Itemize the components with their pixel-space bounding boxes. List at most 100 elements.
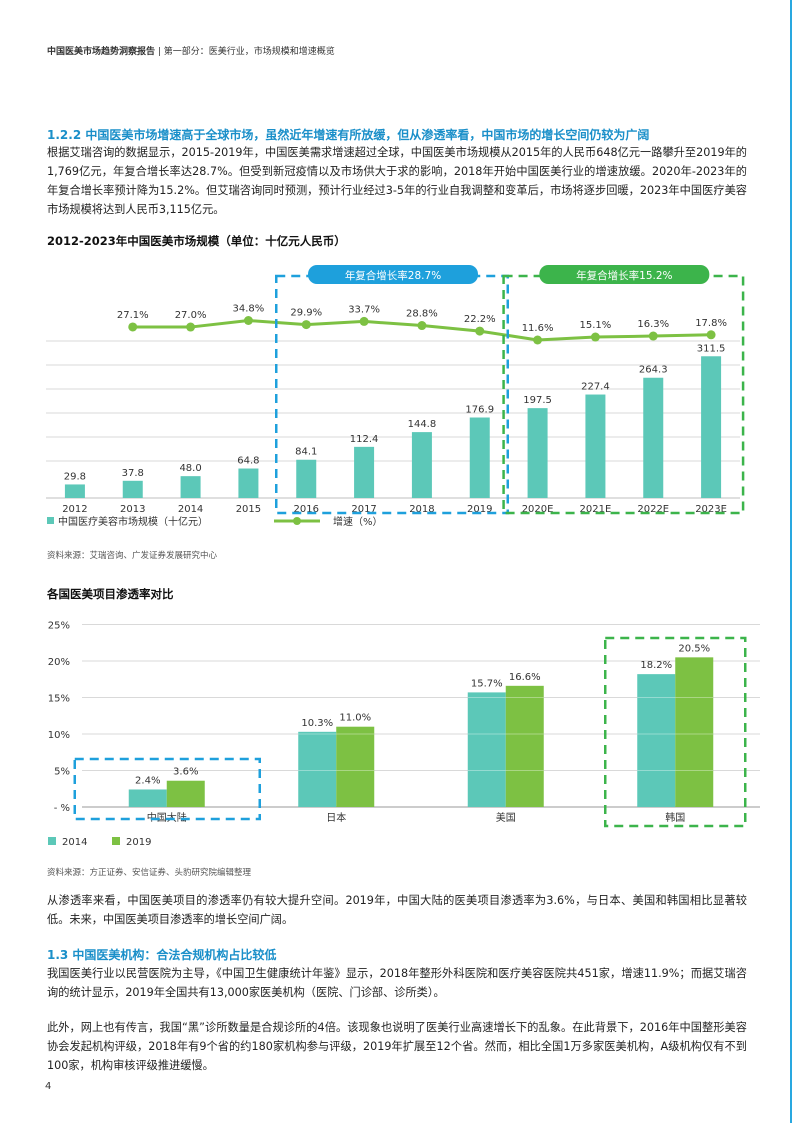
legend-2014-label: 2014 bbox=[62, 837, 87, 848]
highlight-box-china bbox=[73, 757, 261, 821]
growth-point bbox=[417, 321, 427, 331]
growth-point bbox=[301, 320, 311, 330]
bar-label: 227.4 bbox=[581, 382, 610, 393]
growth-point bbox=[706, 330, 716, 340]
x-tick-label: 2016 bbox=[294, 504, 319, 515]
category-label: 美国 bbox=[496, 811, 516, 824]
bar-label: 264.3 bbox=[639, 365, 668, 376]
growth-point bbox=[243, 316, 253, 325]
bar-2012 bbox=[64, 484, 85, 498]
bar-2022E bbox=[643, 377, 664, 498]
bar-label: 176.9 bbox=[465, 405, 494, 416]
x-tick-label: 2012 bbox=[62, 504, 87, 515]
bar-2015 bbox=[238, 468, 259, 498]
bar-2014-日本 bbox=[298, 731, 337, 807]
bar-label: 11.0% bbox=[339, 713, 371, 724]
x-tick-label: 2017 bbox=[351, 504, 376, 515]
bar-2019-美国 bbox=[505, 685, 544, 807]
growth-label: 15.1% bbox=[580, 320, 612, 331]
growth-point bbox=[590, 332, 600, 342]
growth-point bbox=[359, 316, 369, 326]
growth-label: 29.9% bbox=[290, 308, 322, 319]
highlight-box-korea bbox=[604, 636, 747, 828]
bar-label: 2.4% bbox=[135, 775, 160, 786]
growth-point bbox=[128, 322, 138, 332]
section-1-3-title: 1.3 中国医美机构：合法合规机构占比较低 bbox=[47, 948, 277, 962]
chart2-source: 资料来源：方正证券、安信证券、头豹研究院编辑整理 bbox=[47, 868, 252, 878]
report-title: 中国医美市场趋势洞察报告 bbox=[47, 47, 156, 57]
legend-bar-swatch bbox=[47, 517, 54, 524]
bar-label: 3.6% bbox=[173, 767, 198, 778]
growth-point bbox=[186, 322, 196, 332]
bar-label: 29.8 bbox=[64, 471, 86, 482]
running-header: 中国医美市场趋势洞察报告 | 第一部分：医美行业，市场规模和增速概览 bbox=[47, 44, 335, 57]
chart1-title: 2012-2023年中国医美市场规模（单位：十亿元人民币） bbox=[47, 234, 346, 248]
section-1-3-paragraph-2: 此外，网上也有传言，我国“黑”诊所数量是合规诊所的4倍。该现象也说明了医美行业高… bbox=[47, 1021, 747, 1072]
bar-2017 bbox=[354, 446, 375, 498]
legend-line-marker bbox=[293, 517, 301, 525]
chart2-title: 各国医美项目渗透率对比 bbox=[47, 587, 174, 601]
bar-label: 48.0 bbox=[179, 463, 201, 474]
bar-label: 64.8 bbox=[237, 456, 259, 467]
penetration-rate-chart: 25% 20% 15% 10% 5% - % 2.4% 3.6% 中国大陆 10.3% 11.0% 日… bbox=[48, 621, 760, 848]
bar-label: 112.4 bbox=[350, 434, 379, 445]
market-size-chart: 29.8 2012 37.8 2013 48.0 2014 64.8 2015 84.1 2016… bbox=[46, 265, 745, 528]
cagr-pill-green bbox=[539, 265, 710, 284]
cagr-label-green: 年复合增长率15.2% bbox=[576, 269, 672, 282]
bar-2014 bbox=[180, 476, 201, 498]
y-tick-label: 10% bbox=[48, 730, 70, 741]
bar-2019-中国大陆 bbox=[166, 780, 205, 807]
bar-label: 311.5 bbox=[697, 343, 726, 354]
legend-line-label: 增速（%） bbox=[333, 515, 383, 528]
bar-2016 bbox=[296, 459, 317, 498]
bar-2020E bbox=[527, 408, 548, 498]
section-1-2-2-title: 1.2.2 中国医美市场增速高于全球市场，虽然近年增速有所放缓，但从渗透率看，中… bbox=[47, 128, 650, 142]
y-tick-label: 15% bbox=[48, 694, 70, 705]
legend-bar-label: 中国医疗美容市场规模（十亿元） bbox=[58, 515, 208, 528]
section-1-2-2-paragraph: 根据艾瑞咨询的数据显示，2015-2019年，中国医美需求增速超过全球，中国医美… bbox=[47, 146, 747, 216]
legend-2019-swatch bbox=[112, 837, 120, 845]
growth-label: 27.0% bbox=[175, 310, 207, 321]
chart1-source: 资料来源：艾瑞咨询、广发证券发展研究中心 bbox=[47, 551, 218, 561]
y-tick-label: - % bbox=[54, 803, 70, 814]
bar-2023E bbox=[701, 356, 722, 498]
x-tick-label: 2014 bbox=[178, 504, 203, 515]
penetration-paragraph: 从渗透率来看，中国医美项目的渗透率仍有较大提升空间。2019年，中国大陆的医美项… bbox=[47, 894, 747, 926]
cagr-label-blue: 年复合增长率28.7% bbox=[345, 269, 441, 282]
growth-label: 17.8% bbox=[695, 318, 727, 329]
growth-label: 28.8% bbox=[406, 309, 438, 320]
cagr-box-2015-2019 bbox=[275, 274, 509, 515]
page-number: 4 bbox=[45, 1081, 52, 1092]
x-tick-label: 2020E bbox=[522, 504, 554, 515]
growth-point bbox=[475, 326, 485, 336]
header-separator: | bbox=[155, 47, 164, 57]
bar-2019 bbox=[469, 417, 490, 498]
x-tick-label: 2015 bbox=[236, 504, 261, 515]
legend-2019-label: 2019 bbox=[126, 837, 151, 848]
page-edge-rule bbox=[790, 0, 792, 1123]
bar-2018 bbox=[411, 432, 432, 498]
header-section: 第一部分：医美行业，市场规模和增速概览 bbox=[163, 47, 335, 57]
x-tick-label: 2023E bbox=[695, 504, 727, 515]
legend-2014-swatch bbox=[48, 837, 56, 845]
cagr-pill-blue bbox=[308, 265, 478, 284]
bar-2014-韩国 bbox=[637, 674, 676, 807]
x-tick-label: 2021E bbox=[580, 504, 612, 515]
bar-2013 bbox=[122, 480, 143, 498]
y-tick-label: 5% bbox=[54, 767, 70, 778]
bar-label: 37.8 bbox=[122, 468, 144, 479]
growth-label: 11.6% bbox=[522, 323, 554, 334]
growth-label: 34.8% bbox=[233, 304, 265, 315]
y-tick-label: 25% bbox=[48, 621, 70, 632]
x-tick-label: 2018 bbox=[409, 504, 434, 515]
category-label: 韩国 bbox=[665, 811, 685, 824]
growth-label: 16.3% bbox=[637, 319, 669, 330]
section-1-3-paragraph-1: 我国医美行业以民营医院为主导，《中国卫生健康统计年鉴》显示，2018年整形外科医… bbox=[47, 967, 747, 999]
category-label: 日本 bbox=[326, 811, 346, 824]
x-tick-label: 2022E bbox=[637, 504, 669, 515]
bar-2014-中国大陆 bbox=[128, 789, 167, 807]
bar-2014-美国 bbox=[467, 692, 506, 807]
growth-point bbox=[648, 331, 658, 341]
y-tick-label: 20% bbox=[48, 657, 70, 668]
bar-label: 16.6% bbox=[509, 672, 541, 683]
